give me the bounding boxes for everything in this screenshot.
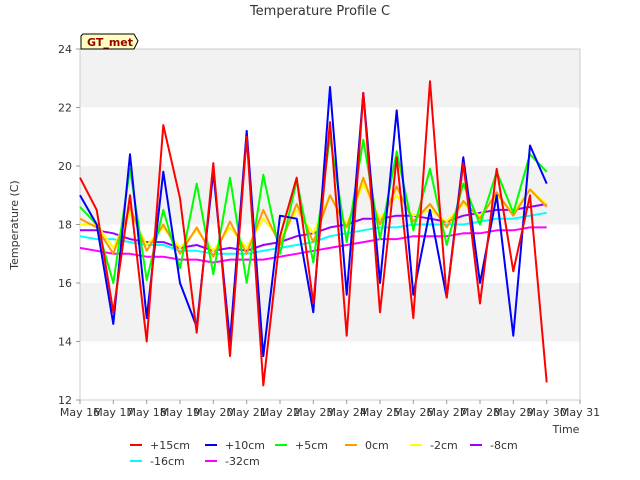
legend: +15cm +10cm +5cm 0cm -2cm -8cm -16cm -32cm xyxy=(130,439,518,468)
x-tick-label: May 22 xyxy=(260,406,300,419)
chart-title: Temperature Profile C xyxy=(249,4,390,19)
series-layer xyxy=(79,80,548,387)
x-tick-label: May 30 xyxy=(527,406,567,419)
x-tick-label: May 27 xyxy=(427,406,467,419)
series-line-10cm xyxy=(79,86,548,358)
x-tick-label: May 24 xyxy=(327,406,367,419)
x-tick-label: May 19 xyxy=(160,406,200,419)
x-tick-label: May 16 xyxy=(60,406,100,419)
x-tick-label: May 21 xyxy=(227,406,267,419)
x-tick-label: May 17 xyxy=(93,406,133,419)
x-tick-label: May 23 xyxy=(293,406,333,419)
legend-label: -2cm xyxy=(430,439,458,452)
grid-band xyxy=(80,341,580,400)
x-tick-label: May 31 xyxy=(560,406,600,419)
site-label-box: GT_met xyxy=(80,33,139,50)
legend-label: -32cm xyxy=(225,455,260,468)
legend-label: +5cm xyxy=(295,439,328,452)
legend-label: 0cm xyxy=(365,439,389,452)
y-tick-label: 14 xyxy=(58,336,72,349)
y-tick-label: 20 xyxy=(58,160,72,173)
legend-label: +15cm xyxy=(150,439,190,452)
legend-label: -8cm xyxy=(490,439,518,452)
series-line-32cm xyxy=(79,226,547,264)
legend-label: +10cm xyxy=(225,439,265,452)
x-tick-label: May 29 xyxy=(493,406,533,419)
x-tick-label: May 26 xyxy=(393,406,433,419)
x-tick-label: May 20 xyxy=(193,406,233,419)
grid-band xyxy=(80,283,580,342)
y-tick-label: 18 xyxy=(58,219,72,232)
x-axis-label: Time xyxy=(552,423,580,436)
y-tick-label: 22 xyxy=(58,102,72,115)
legend-label: -16cm xyxy=(150,455,185,468)
y-tick-label: 16 xyxy=(58,277,72,290)
x-tick-label: May 18 xyxy=(127,406,167,419)
y-tick-label: 12 xyxy=(58,394,72,407)
y-axis-label: Temperature (C) xyxy=(8,180,21,270)
x-tick-label: May 28 xyxy=(460,406,500,419)
x-tick-label: May 25 xyxy=(360,406,400,419)
series-line-15cm xyxy=(79,80,548,387)
grid-band xyxy=(80,224,580,283)
y-tick-label: 24 xyxy=(58,43,72,56)
site-label: GT_met xyxy=(87,36,133,49)
